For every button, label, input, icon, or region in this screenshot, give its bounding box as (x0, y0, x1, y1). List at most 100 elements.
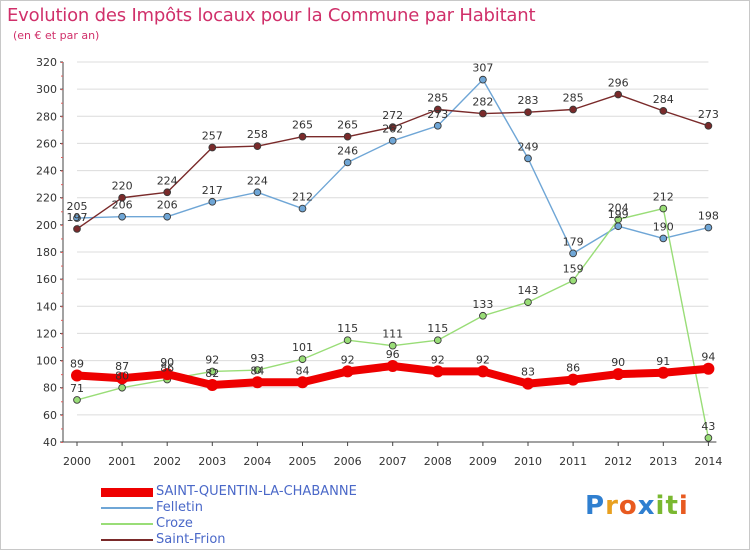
data-label: 212 (653, 191, 674, 204)
data-point (71, 369, 83, 382)
data-point (704, 434, 713, 442)
data-label: 71 (70, 382, 84, 395)
line-chart: 40 60 80 100 120 140 160 180 200 220 240 260 280 300 3… (36, 56, 722, 468)
data-label: 282 (472, 96, 493, 109)
data-label: 212 (292, 191, 313, 204)
data-point (704, 223, 713, 232)
data-label: 92 (341, 353, 355, 366)
data-label: 204 (608, 201, 629, 214)
data-point (567, 373, 580, 386)
y-tick-label: 200 (36, 219, 57, 232)
data-label: 284 (653, 93, 674, 106)
data-point (657, 366, 670, 379)
axes: 40 60 80 100 120 140 160 180 200 220 240 260 280 300 3… (36, 56, 722, 468)
data-point (161, 368, 174, 381)
data-label: 190 (653, 220, 674, 233)
data-point (431, 365, 444, 378)
x-tick-label: 2011 (559, 455, 587, 468)
logo-letter: r (605, 491, 619, 521)
data-point (659, 204, 668, 213)
data-label: 285 (427, 92, 448, 105)
x-tick-label: 2014 (694, 455, 722, 468)
legend-swatch (101, 507, 153, 509)
data-point (73, 396, 81, 404)
logo-letter: i (678, 491, 689, 521)
data-label: 283 (518, 94, 539, 107)
x-tick-label: 2010 (514, 455, 542, 468)
data-point (614, 90, 623, 99)
y-tick-label: 220 (36, 192, 57, 205)
data-label: 133 (472, 298, 493, 311)
data-point (659, 107, 668, 115)
data-label: 92 (476, 353, 490, 366)
data-point (524, 298, 532, 307)
x-tick-label: 2002 (153, 455, 181, 468)
data-label: 258 (247, 128, 268, 141)
y-tick-label: 140 (36, 300, 57, 313)
data-point (251, 376, 264, 389)
legend-label: SAINT-QUENTIN-LA-CHABANNE (156, 484, 357, 499)
proxiti-logo: Proxiti (585, 491, 689, 521)
data-point (206, 379, 219, 391)
data-point (118, 212, 126, 221)
data-point (614, 215, 623, 224)
x-tick-label: 2007 (379, 455, 407, 468)
data-point (702, 362, 715, 375)
data-point (298, 355, 307, 364)
data-point (522, 377, 534, 390)
data-label: 86 (566, 362, 580, 375)
data-point (569, 276, 577, 285)
data-point (388, 136, 397, 145)
data-point (524, 154, 532, 163)
series-points (71, 75, 715, 442)
data-label: 265 (292, 119, 313, 132)
data-label: 246 (337, 144, 358, 157)
data-label: 89 (70, 358, 84, 371)
data-point (343, 336, 352, 345)
logo-letter: P (585, 491, 606, 521)
data-point (296, 376, 309, 389)
x-tick-label: 2012 (604, 455, 632, 468)
data-label: 90 (160, 356, 174, 369)
y-tick-label: 60 (43, 409, 57, 422)
data-label: 115 (427, 322, 448, 335)
data-label: 83 (521, 366, 535, 379)
data-label: 224 (157, 174, 178, 187)
data-point (298, 132, 307, 141)
data-point (479, 109, 487, 118)
data-point (433, 105, 442, 114)
data-label: 101 (292, 341, 313, 354)
data-label: 217 (202, 184, 223, 197)
y-tick-label: 120 (36, 327, 57, 340)
y-tick-label: 320 (36, 56, 57, 69)
x-tick-label: 2004 (243, 455, 271, 468)
data-label: 111 (382, 328, 403, 341)
data-label: 307 (472, 62, 493, 75)
data-point (118, 383, 126, 392)
data-point (208, 143, 217, 152)
y-tick-label: 300 (36, 83, 57, 96)
data-label: 82 (205, 367, 219, 380)
x-tick-label: 2008 (424, 455, 452, 468)
x-tick-label: 2006 (334, 455, 362, 468)
data-point (524, 108, 532, 117)
data-label: 224 (247, 174, 268, 187)
y-tick-label: 80 (43, 382, 57, 395)
data-point (253, 188, 262, 197)
data-point (433, 336, 442, 345)
data-point (163, 188, 172, 197)
data-label: 220 (112, 180, 133, 193)
data-label: 206 (112, 199, 133, 212)
y-tick-label: 280 (36, 110, 57, 123)
legend-swatch (101, 523, 153, 525)
data-point (73, 225, 81, 233)
data-point (73, 214, 81, 222)
data-label: 43 (701, 420, 715, 433)
data-label: 96 (386, 348, 400, 361)
data-label: 262 (382, 123, 403, 136)
legend-swatch (101, 488, 153, 497)
data-label: 84 (296, 364, 310, 377)
data-point (479, 311, 487, 320)
data-label: 91 (656, 355, 670, 368)
